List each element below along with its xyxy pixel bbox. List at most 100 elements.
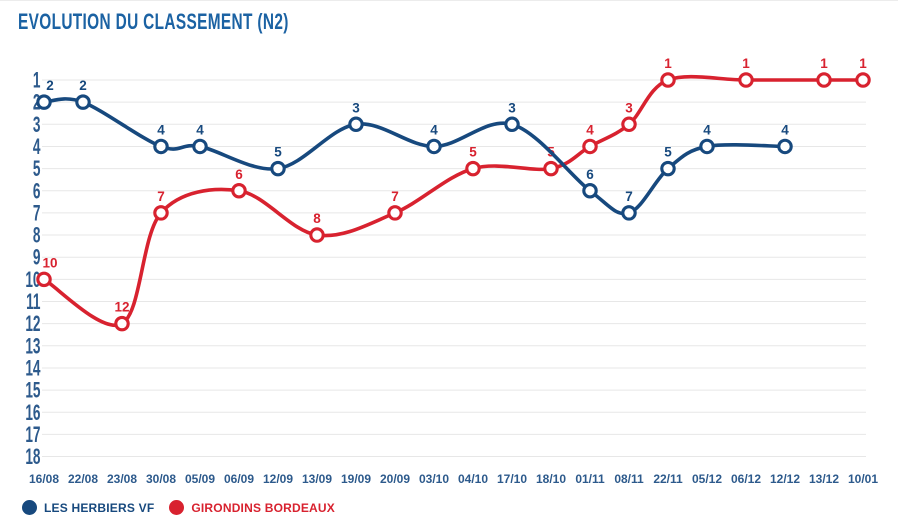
series-line-girondins xyxy=(42,74,865,328)
data-point-marker xyxy=(153,205,169,221)
data-point-label: 7 xyxy=(391,189,399,204)
data-point-marker xyxy=(270,160,286,177)
les-herbiers-dot-icon xyxy=(22,500,37,515)
legend-item-les-herbiers: LES HERBIERS VF xyxy=(22,500,154,515)
x-tick-label: 10/01 xyxy=(848,472,878,486)
x-tick-label: 05/09 xyxy=(185,472,215,486)
x-tick-label: 19/09 xyxy=(341,472,371,486)
x-tick-label: 04/10 xyxy=(458,472,488,486)
y-tick-label: 5 xyxy=(33,156,41,181)
data-point-marker xyxy=(387,205,403,221)
x-tick-label: 05/12 xyxy=(692,472,722,486)
girondins-dot-icon xyxy=(169,500,185,515)
y-tick-label: 13 xyxy=(25,333,40,358)
data-point-label: 4 xyxy=(781,122,789,137)
data-point-label: 3 xyxy=(508,100,516,115)
x-tick-label: 01/11 xyxy=(575,472,605,486)
chart-title: EVOLUTION DU CLASSEMENT (N2) xyxy=(18,9,289,34)
x-tick-label: 30/08 xyxy=(146,472,176,486)
data-point-marker xyxy=(660,160,676,177)
data-point-marker xyxy=(777,138,793,155)
series-labels-les-herbiers: 2 2 4 4 5 3 4 3 6 7 5 4 4 xyxy=(46,78,789,204)
y-tick-label: 10 xyxy=(25,266,40,291)
data-point-label: 1 xyxy=(820,56,828,71)
series-les-herbiers: 2 2 4 4 5 3 4 3 6 7 5 4 4 xyxy=(36,78,793,221)
data-point-marker xyxy=(36,94,52,110)
y-tick-label: 11 xyxy=(26,289,40,314)
data-point-marker xyxy=(75,94,91,110)
x-tick-label: 23/08 xyxy=(107,472,137,486)
data-point-marker xyxy=(114,315,130,332)
series-labels-girondins: 10 12 7 6 8 7 5 5 4 3 1 1 1 1 xyxy=(42,56,867,315)
data-point-marker xyxy=(660,72,676,88)
x-tick-label: 22/11 xyxy=(653,472,683,486)
data-point-label: 8 xyxy=(313,211,321,226)
data-point-marker xyxy=(582,138,598,155)
y-tick-label: 18 xyxy=(25,444,40,469)
legend-label-les-herbiers: LES HERBIERS VF xyxy=(44,500,155,515)
data-point-marker xyxy=(738,72,754,88)
y-tick-label: 8 xyxy=(33,222,41,247)
data-point-label: 12 xyxy=(114,300,129,315)
x-tick-label: 12/09 xyxy=(263,472,293,486)
x-tick-label: 03/10 xyxy=(419,472,449,486)
data-point-label: 4 xyxy=(196,122,204,137)
x-tick-label: 13/12 xyxy=(809,472,839,486)
y-axis-labels: 123456789101112131415161718 xyxy=(25,67,41,469)
data-point-marker xyxy=(426,138,442,155)
data-point-label: 5 xyxy=(469,145,477,160)
x-tick-label: 20/09 xyxy=(380,472,410,486)
x-tick-label: 22/08 xyxy=(68,472,98,486)
data-point-marker xyxy=(192,138,208,155)
y-tick-label: 3 xyxy=(33,111,41,136)
series-markers-girondins xyxy=(36,72,871,332)
data-point-label: 2 xyxy=(79,78,87,93)
data-point-label: 3 xyxy=(625,100,633,115)
series-markers-les-herbiers xyxy=(36,94,793,221)
x-axis-labels: 16/08 22/08 23/08 30/08 05/09 06/09 12/09 13/09… xyxy=(29,472,878,486)
y-tick-label: 14 xyxy=(25,355,41,380)
data-point-label: 4 xyxy=(430,122,438,137)
data-point-marker xyxy=(465,160,481,177)
data-point-marker xyxy=(621,205,637,221)
x-tick-label: 06/12 xyxy=(731,472,761,486)
y-tick-label: 6 xyxy=(33,178,41,203)
data-point-label: 5 xyxy=(664,145,672,160)
data-point-marker xyxy=(309,227,325,243)
data-point-marker xyxy=(231,183,247,199)
data-point-label: 4 xyxy=(157,122,165,137)
data-point-label: 1 xyxy=(859,56,867,71)
data-point-label: 5 xyxy=(274,145,282,160)
data-point-label: 7 xyxy=(157,189,165,204)
data-point-marker xyxy=(816,72,832,88)
y-tick-label: 17 xyxy=(25,421,40,446)
data-point-label: 1 xyxy=(742,56,750,71)
x-tick-label: 13/09 xyxy=(302,472,332,486)
x-tick-label: 18/10 xyxy=(536,472,566,486)
data-point-marker xyxy=(348,116,364,133)
y-tick-label: 16 xyxy=(25,399,40,424)
data-point-label: 10 xyxy=(42,255,57,270)
y-tick-label: 15 xyxy=(25,377,40,402)
series-line-les-herbiers xyxy=(42,97,787,216)
data-point-label: 2 xyxy=(46,78,54,93)
y-tick-label: 9 xyxy=(33,244,41,269)
x-tick-label: 06/09 xyxy=(224,472,254,486)
data-point-label: 7 xyxy=(625,189,633,204)
data-point-marker xyxy=(36,271,52,288)
x-tick-label: 16/08 xyxy=(29,472,59,486)
legend-label-girondins: GIRONDINS BORDEAUX xyxy=(191,500,335,515)
data-point-marker xyxy=(855,72,871,88)
y-tick-label: 12 xyxy=(25,311,40,336)
data-point-label: 6 xyxy=(235,167,243,182)
data-point-label: 4 xyxy=(703,122,711,137)
data-point-label: 1 xyxy=(664,56,672,71)
data-point-marker xyxy=(504,116,520,133)
data-point-label: 6 xyxy=(586,167,594,182)
x-tick-label: 08/11 xyxy=(614,472,644,486)
y-tick-label: 7 xyxy=(33,200,41,225)
data-point-label: 4 xyxy=(586,122,594,137)
